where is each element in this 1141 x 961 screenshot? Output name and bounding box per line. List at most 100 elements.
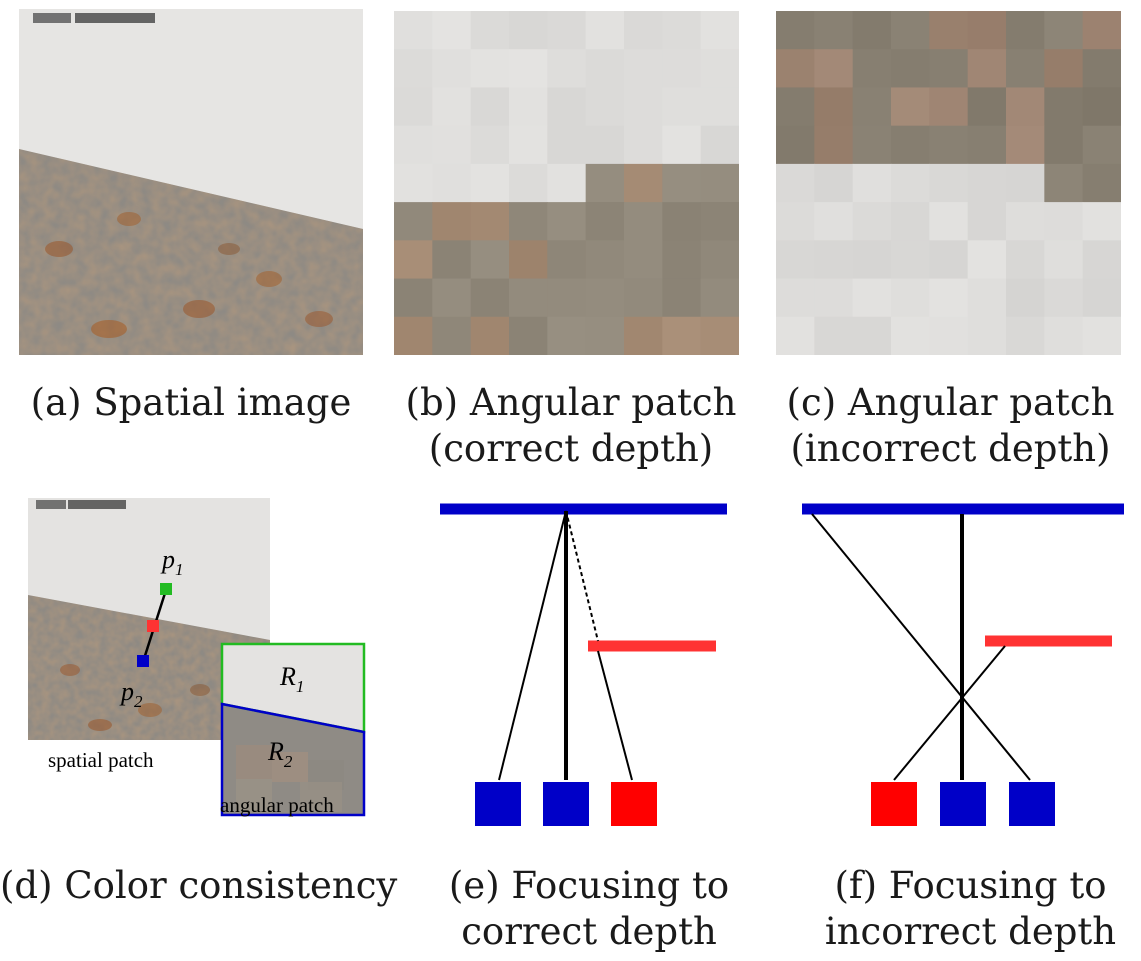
focus-incorrect-graphic xyxy=(802,503,1124,826)
spatial-image xyxy=(19,9,363,355)
angular-patch-cell xyxy=(1044,49,1084,89)
angular-patch-correct-grid xyxy=(394,11,739,355)
angular-patch-cell xyxy=(624,202,663,241)
angular-patch-cell xyxy=(814,202,854,241)
caption-c-line1: (c) Angular patch xyxy=(786,381,1115,424)
angular-patch-cell xyxy=(891,316,930,355)
angular-patch-cell xyxy=(967,278,1007,318)
angular-patch-cell xyxy=(585,11,625,50)
angular-patch xyxy=(220,642,366,817)
p2-point xyxy=(137,655,149,667)
focus-correct-diagram xyxy=(382,490,760,835)
angular-patch-cell xyxy=(662,49,702,89)
p1-point xyxy=(160,583,172,595)
angular-patch-cell xyxy=(891,49,930,89)
angular-patch-cell xyxy=(1082,278,1121,318)
color-consistency-graphic: p1 p2 R1 R2 spatial patch angular patch xyxy=(28,498,366,817)
caption-c-line2: (incorrect depth) xyxy=(790,427,1111,470)
angular-patch-cell xyxy=(585,202,625,241)
angular-patch-cell xyxy=(967,49,1007,89)
angular-patch-cell xyxy=(929,278,969,318)
angular-patch-cell xyxy=(509,202,548,241)
angular-patch-cell xyxy=(1044,125,1084,165)
angular-patch-cell xyxy=(624,278,663,318)
angular-patch-cell xyxy=(394,240,433,280)
angular-patch-cell xyxy=(814,316,854,355)
angular-patch-cell xyxy=(585,87,625,127)
angular-patch-cell xyxy=(394,125,433,165)
angular-patch-cell xyxy=(585,125,625,165)
angular-patch-cell xyxy=(776,49,815,89)
angular-patch-cell xyxy=(547,87,587,127)
camera-right xyxy=(1009,782,1055,826)
r1-label: R1 xyxy=(279,662,304,696)
angular-patch-cell xyxy=(776,202,815,241)
angular-patch-correct xyxy=(394,11,739,355)
mid-point xyxy=(147,620,159,632)
angular-patch-cell xyxy=(776,163,815,203)
angular-patch-cell xyxy=(432,278,472,318)
angular-patch-cell xyxy=(891,202,930,241)
focus-incorrect-diagram xyxy=(760,490,1141,835)
angular-patch-cell xyxy=(929,49,969,89)
angular-patch-cell xyxy=(891,11,930,50)
angular-patch-cell xyxy=(852,316,892,355)
angular-patch-cell xyxy=(1006,125,1045,165)
caption-e-line2: correct depth xyxy=(461,910,717,953)
angular-patch-cell xyxy=(470,240,510,280)
angular-patch-cell xyxy=(852,49,892,89)
angular-patch-cell xyxy=(967,87,1007,127)
angular-patch-cell xyxy=(929,125,969,165)
angular-patch-cell xyxy=(547,316,587,355)
angular-patch-cell xyxy=(432,49,472,89)
angular-patch-cell xyxy=(662,163,702,203)
angular-patch-cell xyxy=(662,278,702,318)
ray-right xyxy=(597,650,633,781)
angular-patch-cell xyxy=(1044,87,1084,127)
angular-patch-cell xyxy=(547,202,587,241)
angular-patch-cell xyxy=(1044,11,1084,50)
angular-patch-cell xyxy=(470,11,510,50)
angular-patch-cell xyxy=(547,240,587,280)
angular-patch-cell xyxy=(547,163,587,203)
angular-patch-cell xyxy=(776,125,815,165)
angular-patch-cell xyxy=(967,202,1007,241)
angular-patch-cell xyxy=(509,278,548,318)
angular-patch-cell xyxy=(547,125,587,165)
p1-label: p1 xyxy=(160,545,184,579)
ray-occluded-dashed xyxy=(565,510,599,642)
angular-patch-cell xyxy=(585,49,625,89)
angular-patch-cell xyxy=(509,163,548,203)
angular-patch-cell xyxy=(700,278,739,318)
caption-b: (b) Angular patch (correct depth) xyxy=(382,380,760,472)
angular-patch-cell xyxy=(852,278,892,318)
angular-patch-cell xyxy=(624,87,663,127)
angular-patch-cell xyxy=(509,240,548,280)
angular-patch-cell xyxy=(1082,87,1121,127)
angular-patch-cell xyxy=(394,11,433,50)
camera-right-occluded xyxy=(611,782,657,826)
caption-a-line1: (a) Spatial image xyxy=(30,381,352,424)
angular-patch-cell xyxy=(432,125,472,165)
caption-f-line2: incorrect depth xyxy=(824,910,1117,953)
angular-patch-cell xyxy=(1082,202,1121,241)
angular-patch-cell xyxy=(852,125,892,165)
angular-patch-cell xyxy=(585,163,625,203)
angular-patch-cell xyxy=(967,163,1007,203)
caption-a: (a) Spatial image xyxy=(0,380,382,426)
camera-center xyxy=(940,782,986,826)
spatial-patch-label: spatial patch xyxy=(48,748,154,772)
ray-diagonal-right xyxy=(893,645,1006,781)
angular-patch-cell xyxy=(967,240,1007,280)
angular-patch-cell xyxy=(814,87,854,127)
angular-patch-cell xyxy=(967,11,1007,50)
angular-patch-cell xyxy=(891,87,930,127)
angular-patch-cell xyxy=(1006,163,1045,203)
angular-patch-cell xyxy=(432,316,472,355)
angular-patch-cell xyxy=(891,163,930,203)
angular-patch-cell xyxy=(1006,316,1045,355)
color-consistency-diagram: p1 p2 R1 R2 spatial patch angular patch xyxy=(0,490,380,830)
angular-patch-cell xyxy=(891,278,930,318)
caption-d-line1: (d) Color consistency xyxy=(0,864,398,907)
angular-patch-cell xyxy=(662,316,702,355)
